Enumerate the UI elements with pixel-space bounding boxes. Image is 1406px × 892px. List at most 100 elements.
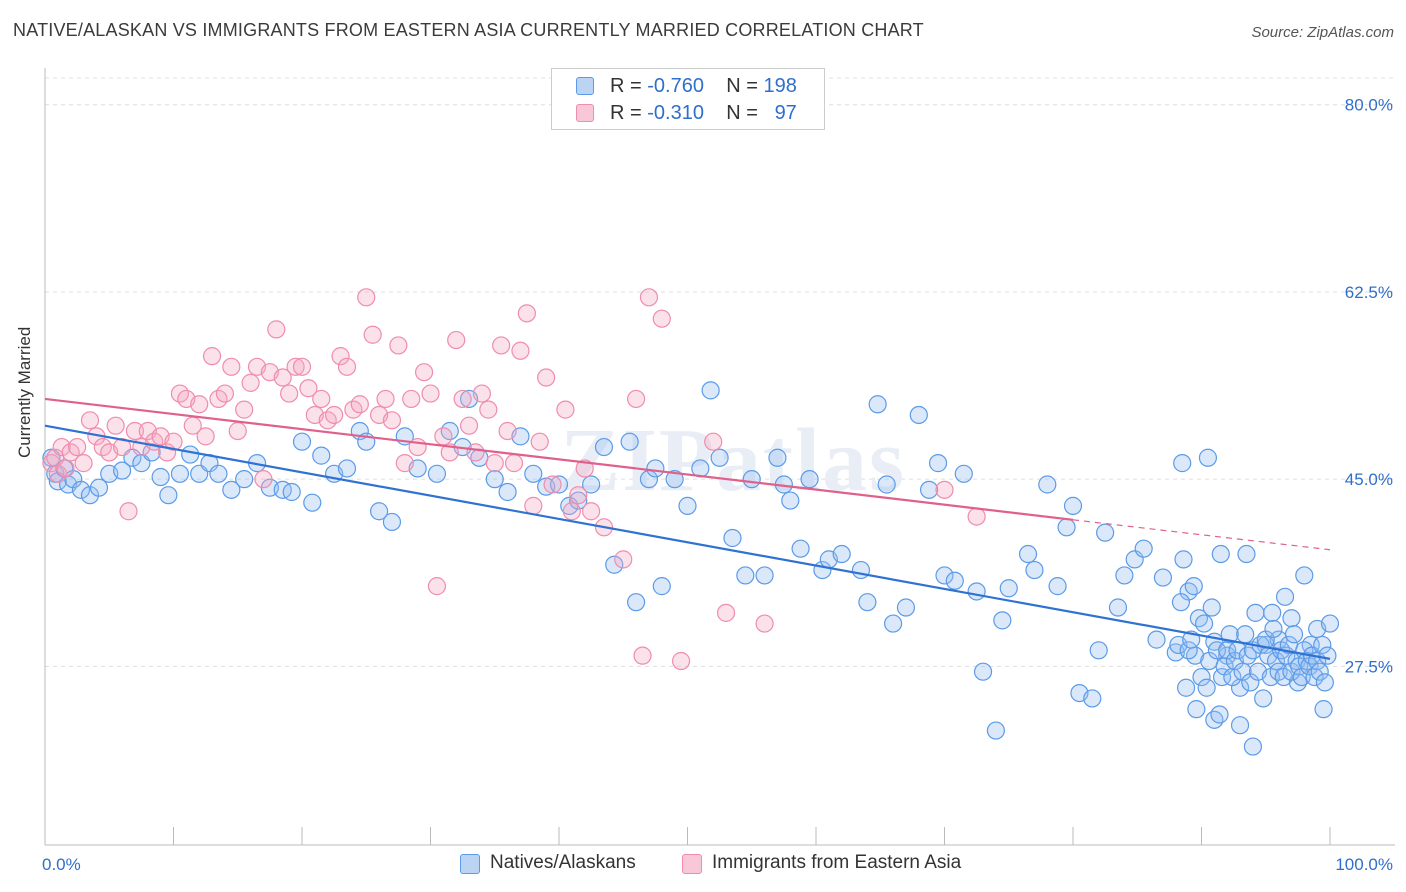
- point-immigrants: [459, 416, 479, 435]
- point-natives: [993, 611, 1012, 630]
- point-immigrants: [215, 384, 234, 403]
- point-natives: [170, 464, 190, 483]
- point-immigrants: [562, 502, 581, 521]
- point-natives: [1115, 566, 1134, 585]
- source-label: Source: ZipAtlas.com: [1251, 24, 1394, 41]
- point-immigrants: [414, 363, 434, 382]
- point-immigrants: [485, 454, 504, 473]
- point-immigrants: [421, 384, 440, 403]
- point-natives: [768, 448, 787, 467]
- point-immigrants: [241, 373, 260, 392]
- point-immigrants: [434, 427, 453, 446]
- point-immigrants: [453, 389, 472, 409]
- point-immigrants: [202, 347, 222, 366]
- point-natives: [919, 480, 939, 499]
- point-natives: [1038, 475, 1057, 494]
- trendline-natives: [44, 424, 1331, 660]
- y-tick-label: 45.0%: [1345, 470, 1393, 489]
- legend-n-value: 198: [763, 75, 797, 97]
- point-natives: [1202, 598, 1221, 617]
- point-natives: [1313, 635, 1332, 655]
- point-immigrants: [389, 336, 408, 355]
- point-natives: [89, 478, 109, 497]
- point-natives: [973, 662, 993, 681]
- point-natives: [1153, 568, 1173, 587]
- point-natives: [791, 539, 810, 558]
- point-natives: [620, 432, 639, 451]
- y-tick-label: 62.5%: [1345, 283, 1393, 302]
- legend-text-immigrants: R = -0.310 N = 97: [610, 102, 797, 125]
- point-natives: [1238, 646, 1257, 665]
- point-natives: [1295, 566, 1314, 585]
- point-natives: [742, 470, 761, 489]
- point-natives: [524, 464, 543, 483]
- point-natives: [1147, 630, 1166, 649]
- point-natives: [112, 461, 132, 480]
- point-natives: [1237, 544, 1256, 564]
- bottom-legend-label-immigrants: Immigrants from Eastern Asia: [712, 852, 962, 873]
- point-immigrants: [704, 432, 723, 451]
- point-immigrants: [537, 368, 556, 387]
- point-immigrants: [312, 389, 331, 409]
- point-immigrants: [325, 405, 344, 425]
- point-immigrants: [228, 421, 247, 441]
- point-natives: [723, 528, 742, 548]
- point-natives: [159, 486, 178, 505]
- point-immigrants: [331, 347, 350, 366]
- y-tick-label: 27.5%: [1345, 657, 1393, 676]
- point-natives: [781, 491, 800, 510]
- point-natives: [282, 482, 301, 502]
- point-natives: [1025, 560, 1044, 580]
- point-natives: [1263, 603, 1282, 622]
- point-immigrants: [498, 421, 517, 441]
- point-natives: [1194, 614, 1214, 633]
- legend-r-value: -0.760: [647, 75, 704, 97]
- point-immigrants: [273, 368, 292, 387]
- point-immigrants: [52, 437, 71, 457]
- point-natives: [1220, 625, 1239, 644]
- point-natives: [1192, 667, 1211, 687]
- point-natives: [1269, 662, 1288, 681]
- point-immigrants: [395, 454, 414, 473]
- point-natives: [851, 560, 871, 580]
- point-immigrants: [466, 443, 485, 462]
- point-natives: [370, 502, 389, 521]
- point-natives: [665, 470, 684, 489]
- point-immigrants: [299, 379, 318, 398]
- x-tick-label: 100.0%: [1335, 855, 1393, 874]
- x-tick-label: 0.0%: [42, 855, 81, 874]
- legend-n-label: N =: [726, 75, 758, 97]
- point-immigrants: [472, 384, 491, 403]
- point-natives: [569, 491, 588, 510]
- legend-text-natives: R = -0.760 N = 198: [610, 75, 797, 98]
- legend-box: R = -0.760 N = 198 R = -0.310 N = 97: [551, 68, 825, 130]
- point-natives: [646, 459, 665, 478]
- point-natives: [1174, 550, 1193, 569]
- point-natives: [582, 475, 601, 494]
- point-immigrants: [504, 454, 524, 473]
- point-immigrants: [235, 400, 254, 419]
- point-immigrants: [68, 437, 87, 457]
- point-natives: [1189, 609, 1209, 628]
- point-natives: [967, 582, 986, 601]
- point-natives: [858, 593, 877, 612]
- point-natives: [312, 446, 331, 465]
- bottom-legend-label-natives: Natives/Alaskans: [490, 852, 636, 873]
- tick-layer: 80.0% 62.5% 45.0% 27.5% 0.0% 100.0%: [42, 96, 1393, 874]
- point-natives: [1179, 641, 1198, 660]
- point-natives: [549, 475, 569, 494]
- point-natives: [1266, 651, 1286, 671]
- point-natives: [1171, 593, 1191, 612]
- point-immigrants: [357, 288, 376, 307]
- point-natives: [710, 448, 729, 467]
- point-natives: [382, 512, 402, 532]
- point-immigrants: [286, 357, 305, 376]
- point-immigrants: [337, 357, 357, 376]
- point-natives: [1063, 496, 1083, 515]
- point-natives: [1254, 689, 1273, 708]
- point-immigrants: [479, 400, 498, 419]
- point-immigrants: [254, 470, 273, 489]
- bottom-legend-swatch-natives: [460, 854, 480, 874]
- point-natives: [1246, 603, 1265, 622]
- point-natives: [868, 395, 887, 414]
